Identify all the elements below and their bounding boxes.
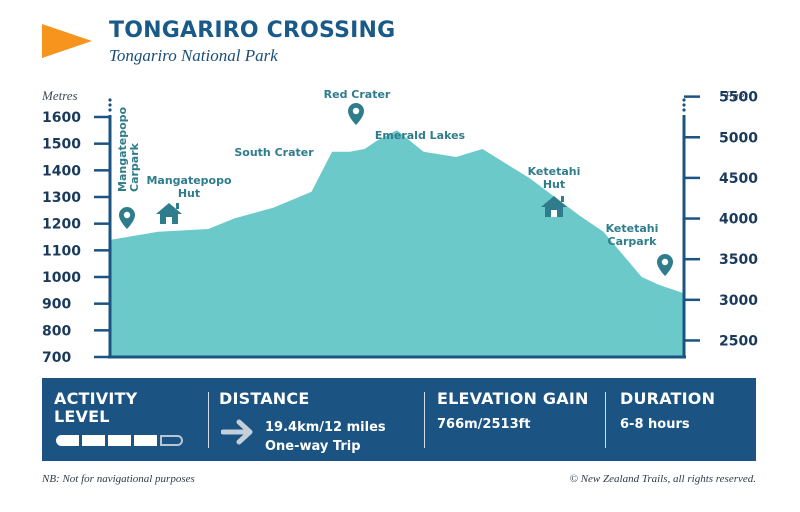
flag-icon <box>42 24 92 58</box>
activity-segment-filled <box>108 435 131 446</box>
divider <box>208 392 209 448</box>
page-title: TONGARIRO CROSSING <box>109 18 396 43</box>
label-south-crater: South Crater <box>234 146 314 159</box>
divider <box>424 392 425 448</box>
footer-copyright: © New Zealand Trails, all rights reserve… <box>569 473 756 485</box>
divider <box>605 392 606 448</box>
footer-note: NB: Not for navigational purposes <box>42 473 195 485</box>
distance-value: 19.4km/12 miles <box>265 420 386 435</box>
elevation-area <box>111 130 683 357</box>
duration-heading: DURATION <box>620 389 716 408</box>
page-subtitle: Tongariro National Park <box>109 46 278 65</box>
y-left-tick-label: 1300 <box>42 190 81 206</box>
activity-level-section: ACTIVITY LEVEL <box>42 378 207 461</box>
y-left-tick-label: 1000 <box>42 270 81 286</box>
activity-label-line1: ACTIVITY <box>54 389 138 408</box>
distance-section: DISTANCE 19.4km/12 miles One-way Trip <box>209 378 424 461</box>
axes <box>108 98 686 359</box>
y-left-tick-label: 1400 <box>42 163 81 179</box>
elevation-heading: ELEVATION GAIN <box>437 389 589 408</box>
hut-icon <box>156 203 182 224</box>
y-right-tick-label: 5500 <box>719 90 758 106</box>
y-left-tick-label: 700 <box>42 350 71 366</box>
label-red-crater: Red Crater <box>324 88 391 101</box>
activity-segment-filled <box>56 435 79 446</box>
activity-level-heading: ACTIVITY LEVEL <box>54 390 137 426</box>
y-left-tick-label: 1100 <box>42 243 81 259</box>
activity-label-line2: LEVEL <box>54 407 110 426</box>
elevation-value: 766m/2513ft <box>437 417 531 432</box>
y-left-unit: Metres <box>41 88 78 103</box>
distance-note: One-way Trip <box>265 439 361 454</box>
duration-value: 6-8 hours <box>620 417 690 432</box>
y-right-tick-label: 3000 <box>719 293 758 309</box>
activity-segment-filled <box>134 435 157 446</box>
elevation-chart: Metres Feet 1600 1500 1400 1300 1200 1100 1000… <box>41 88 758 366</box>
label-ketetahi-hut: Ketetahi Hut <box>528 165 581 191</box>
y-right-tick-label: 2500 <box>719 333 758 349</box>
y-right-tick-label: 5000 <box>719 130 758 146</box>
activity-segment-empty <box>160 435 183 446</box>
distance-heading: DISTANCE <box>219 389 310 408</box>
label-mangatepopo-carpark: MangatepopoCarpark <box>116 106 141 192</box>
trail-info-panel: ACTIVITY LEVEL DISTANCE 19.4km/12 miles … <box>42 378 756 461</box>
y-left-tick-label: 900 <box>42 297 71 313</box>
y-left-tick-label: 1600 <box>42 110 81 126</box>
y-left-tick-label: 1500 <box>42 137 81 153</box>
map-pin-icon <box>657 254 673 276</box>
y-right-tick-label: 4000 <box>719 212 758 228</box>
y-left-tick-label: 1200 <box>42 217 81 233</box>
activity-level-meter <box>56 435 183 446</box>
label-ketetahi-carpark: Ketetahi Carpark <box>606 222 659 248</box>
activity-segment-filled <box>82 435 105 446</box>
arrow-right-icon <box>221 419 253 445</box>
label-mangatepopo-hut: Mangatepopo Hut <box>146 174 232 200</box>
label-emerald-lakes: Emerald Lakes <box>375 129 466 142</box>
y-right-unit: Feet <box>724 88 748 103</box>
map-pin-icon <box>119 207 135 229</box>
duration-section: DURATION 6-8 hours <box>606 378 756 461</box>
y-right-tick-label: 4500 <box>719 171 758 187</box>
y-left-tick-label: 800 <box>42 323 71 339</box>
elevation-section: ELEVATION GAIN 766m/2513ft <box>425 378 605 461</box>
hut-icon <box>541 196 567 217</box>
y-right-tick-label: 3500 <box>719 252 758 268</box>
map-pin-icon <box>348 103 364 125</box>
